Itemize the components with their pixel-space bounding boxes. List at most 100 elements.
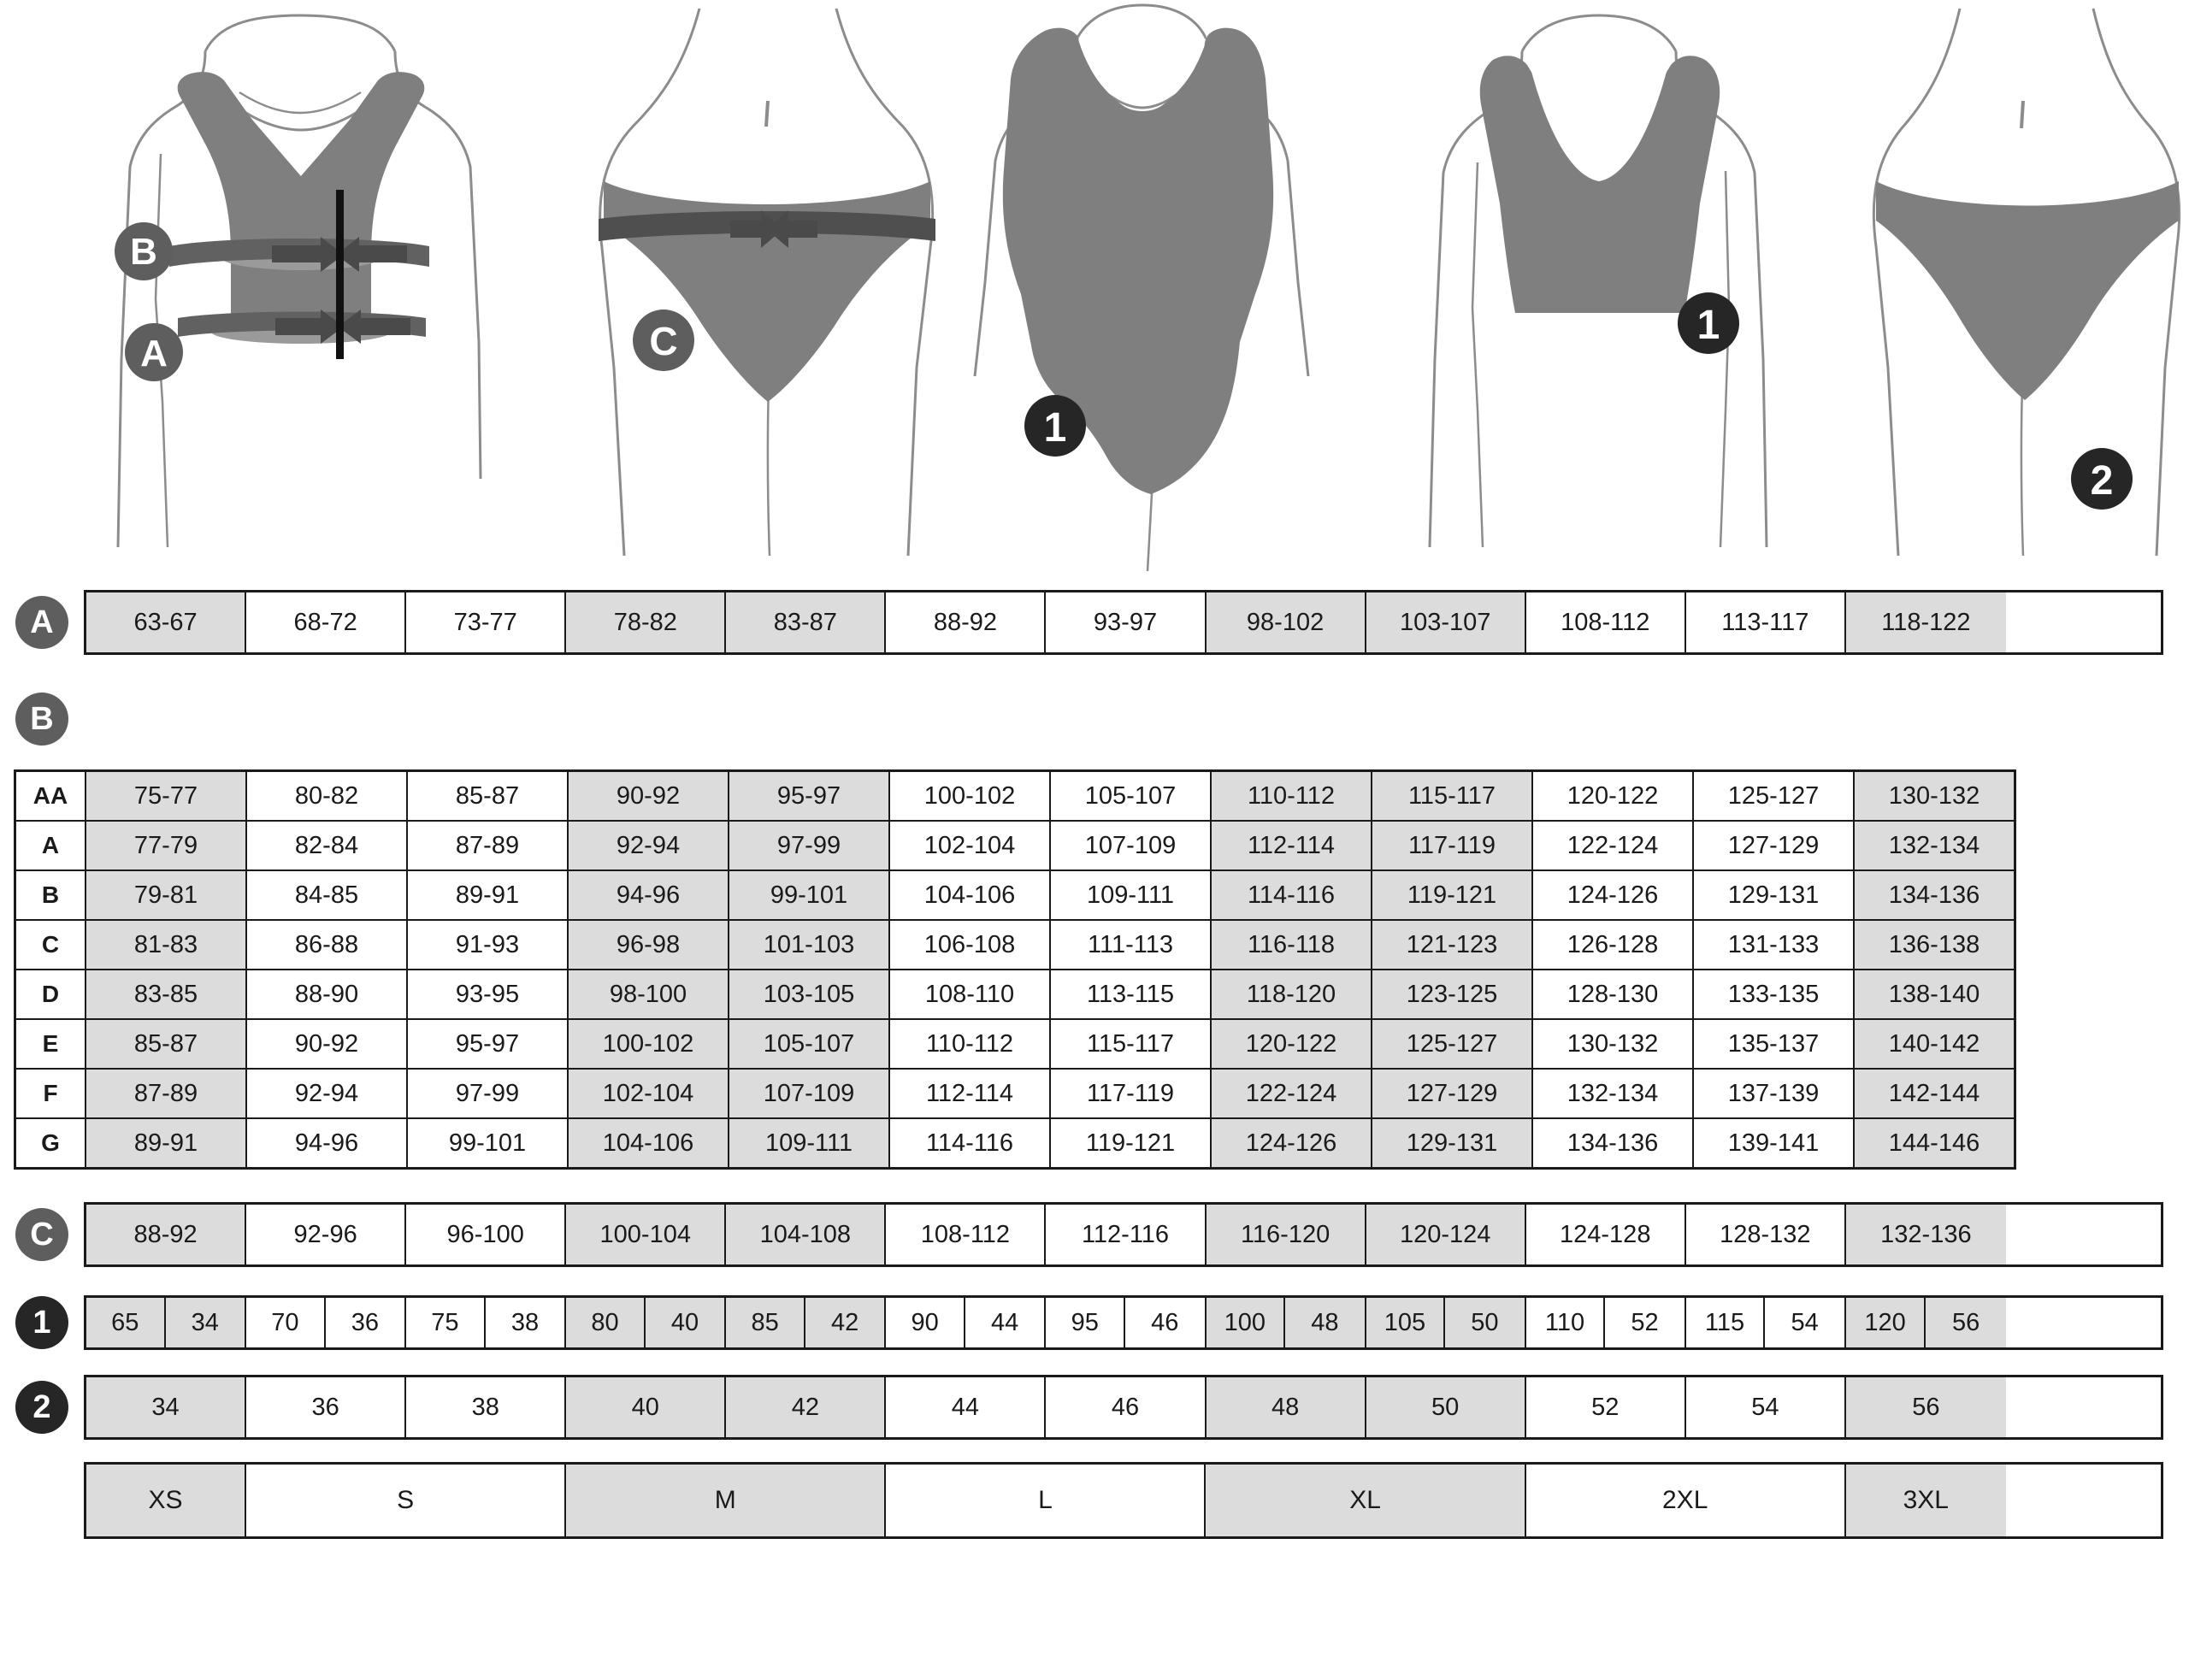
hip-figure: C bbox=[590, 0, 941, 573]
bust-cell: 94-96 bbox=[245, 1117, 408, 1170]
underbust-cell: 78-82 bbox=[566, 592, 727, 652]
bust-cell: 144-146 bbox=[1853, 1117, 2016, 1170]
band-size-cell: 52 bbox=[1605, 1298, 1685, 1347]
hip-cell: 100-104 bbox=[566, 1205, 727, 1264]
cup-label: G bbox=[14, 1117, 86, 1170]
band-size-cell: 120 bbox=[1845, 1298, 1926, 1347]
bust-cell: 120-122 bbox=[1210, 1018, 1372, 1070]
bust-cell: 132-134 bbox=[1531, 1068, 1694, 1119]
band-size-group: 105 50 bbox=[1366, 1298, 1526, 1347]
row-one-badge-slot: 1 bbox=[0, 1296, 84, 1349]
bust-cell: 114-116 bbox=[888, 1117, 1051, 1170]
svg-text:1: 1 bbox=[1044, 405, 1067, 451]
bust-cell: 135-137 bbox=[1692, 1018, 1855, 1070]
bust-cell: 130-132 bbox=[1853, 769, 2016, 822]
garment-size-cell: 3XL bbox=[1845, 1465, 2006, 1536]
band-size-group: 100 48 bbox=[1206, 1298, 1366, 1347]
band-size-cell: 40 bbox=[645, 1298, 725, 1347]
bust-cell: 127-129 bbox=[1692, 820, 1855, 871]
row-c: C 88-92 92-96 96-100 100-104 104-108 108-112 1… bbox=[0, 1202, 2163, 1267]
bust-cell: 106-108 bbox=[888, 919, 1051, 970]
bust-cell: 87-89 bbox=[406, 820, 569, 871]
bottom-size-cell: 38 bbox=[406, 1377, 567, 1437]
underbust-cell: 108-112 bbox=[1525, 592, 1686, 652]
bust-cell: 87-89 bbox=[85, 1068, 247, 1119]
hip-cell: 112-116 bbox=[1046, 1205, 1207, 1264]
bust-cell: 104-106 bbox=[888, 869, 1051, 921]
cup-row: A 77-79 82-84 87-89 92-94 97-99 102-104 107-109… bbox=[14, 820, 2016, 871]
briefs-illustration: 2 bbox=[1872, 8, 2181, 557]
band-size-cell: 105 bbox=[1366, 1298, 1446, 1347]
row-a-strip: 63-67 68-72 73-77 78-82 83-87 88-92 93-97 98-10… bbox=[84, 590, 2163, 655]
band-size-group: 70 36 bbox=[246, 1298, 407, 1347]
bust-cell: 121-123 bbox=[1371, 919, 1533, 970]
cup-size-matrix: AA 75-77 80-82 85-87 90-92 95-97 100-102 105-10… bbox=[14, 769, 2016, 1170]
garment-size-cell: S bbox=[246, 1465, 567, 1536]
bust-cell: 95-97 bbox=[406, 1018, 569, 1070]
bust-cell: 112-114 bbox=[888, 1068, 1051, 1119]
badge-a: A bbox=[15, 596, 68, 649]
band-size-cell: 115 bbox=[1685, 1298, 1766, 1347]
bust-cell: 90-92 bbox=[245, 1018, 408, 1070]
bust-cell: 140-142 bbox=[1853, 1018, 2016, 1070]
bust-cell: 110-112 bbox=[888, 1018, 1051, 1070]
row-two: 2 34 36 38 40 42 44 46 48 50 52 54 56 bbox=[0, 1375, 2163, 1440]
bust-cell: 107-109 bbox=[728, 1068, 890, 1119]
band-size-cell: 70 bbox=[246, 1298, 326, 1347]
garment-size-cell: 2XL bbox=[1525, 1465, 1846, 1536]
hip-illustration: C bbox=[599, 8, 935, 557]
bust-cell: 139-141 bbox=[1692, 1117, 1855, 1170]
bust-cell: 107-109 bbox=[1049, 820, 1212, 871]
band-size-cell: 95 bbox=[1046, 1298, 1125, 1347]
briefs-figure: 2 bbox=[1864, 0, 2189, 573]
svg-text:B: B bbox=[130, 231, 157, 273]
band-size-group: 85 42 bbox=[726, 1298, 887, 1347]
cup-row: G 89-91 94-96 99-101 104-106 109-111 114-116 11… bbox=[14, 1117, 2016, 1170]
cup-row: C 81-83 86-88 91-93 96-98 101-103 106-108 111-1… bbox=[14, 919, 2016, 970]
svg-text:1: 1 bbox=[1697, 303, 1720, 348]
bust-cell: 138-140 bbox=[1853, 969, 2016, 1020]
bust-cell: 100-102 bbox=[888, 769, 1051, 822]
bust-cell: 105-107 bbox=[728, 1018, 890, 1070]
bust-cell: 88-90 bbox=[245, 969, 408, 1020]
band-size-group: 65 34 bbox=[86, 1298, 247, 1347]
bust-cell: 117-119 bbox=[1371, 820, 1533, 871]
bust-cell: 134-136 bbox=[1853, 869, 2016, 921]
band-size-cell: 80 bbox=[566, 1298, 646, 1347]
bust-cell: 96-98 bbox=[567, 919, 729, 970]
bust-cell: 82-84 bbox=[245, 820, 408, 871]
bottom-size-cell: 48 bbox=[1206, 1377, 1366, 1437]
bust-cell: 90-92 bbox=[567, 769, 729, 822]
band-size-group: 120 56 bbox=[1845, 1298, 2006, 1347]
bust-cell: 119-121 bbox=[1049, 1117, 1212, 1170]
row-two-badge-slot: 2 bbox=[0, 1381, 84, 1434]
bust-cell: 92-94 bbox=[245, 1068, 408, 1119]
bottom-size-cell: 56 bbox=[1845, 1377, 2006, 1437]
bust-cell: 100-102 bbox=[567, 1018, 729, 1070]
svg-text:C: C bbox=[649, 319, 677, 363]
bust-cell: 125-127 bbox=[1371, 1018, 1533, 1070]
bust-cell: 99-101 bbox=[406, 1117, 569, 1170]
bust-cell: 103-105 bbox=[728, 969, 890, 1020]
hip-cell: 132-136 bbox=[1845, 1205, 2006, 1264]
bust-cell: 110-112 bbox=[1210, 769, 1372, 822]
badge-c: C bbox=[15, 1208, 68, 1261]
bust-cell: 129-131 bbox=[1692, 869, 1855, 921]
row-c-strip: 88-92 92-96 96-100 100-104 104-108 108-112 112… bbox=[84, 1202, 2163, 1267]
bust-cell: 94-96 bbox=[567, 869, 729, 921]
bust-cell: 120-122 bbox=[1531, 769, 1694, 822]
bottom-size-cell: 42 bbox=[726, 1377, 887, 1437]
row-one-strip: 65 34 70 36 75 38 80 40 85 42 90 44 95 46 100 48 105 50 11… bbox=[84, 1295, 2163, 1350]
hip-cell: 116-120 bbox=[1206, 1205, 1366, 1264]
swimsuit-figure: 1 bbox=[949, 0, 1334, 573]
cup-label: C bbox=[14, 919, 86, 970]
bust-cell: 114-116 bbox=[1210, 869, 1372, 921]
bust-cell: 117-119 bbox=[1049, 1068, 1212, 1119]
band-size-cell: 65 bbox=[86, 1298, 166, 1347]
cup-label: E bbox=[14, 1018, 86, 1070]
band-size-group: 75 38 bbox=[406, 1298, 567, 1347]
bust-underbust-illustration: B A bbox=[115, 14, 482, 548]
marker-c-icon: C bbox=[633, 309, 694, 371]
hip-cell: 96-100 bbox=[406, 1205, 567, 1264]
garment-size-cell: XL bbox=[1206, 1465, 1526, 1536]
